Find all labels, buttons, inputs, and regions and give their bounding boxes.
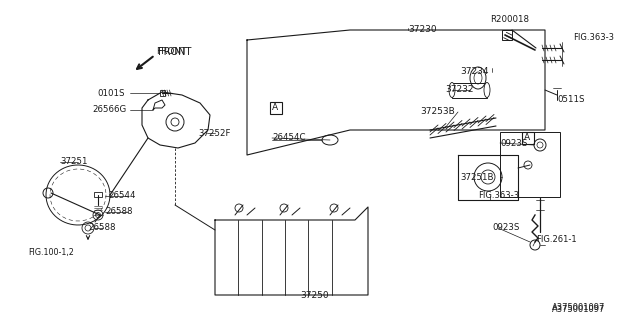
Text: 37251B: 37251B — [460, 172, 493, 181]
Text: 37252F: 37252F — [198, 129, 230, 138]
Text: FRONT: FRONT — [156, 47, 186, 57]
Bar — [522, 132, 534, 144]
Bar — [160, 90, 165, 96]
Text: 26454C: 26454C — [272, 133, 305, 142]
Bar — [94, 192, 102, 197]
Text: FRONT: FRONT — [158, 47, 191, 57]
Bar — [452, 83, 487, 98]
Bar — [502, 30, 512, 40]
Ellipse shape — [449, 83, 455, 98]
Text: 37250: 37250 — [300, 292, 328, 300]
Text: 0923S: 0923S — [500, 139, 527, 148]
Text: FIG.363-3: FIG.363-3 — [573, 33, 614, 42]
Text: FIG.261-1: FIG.261-1 — [536, 236, 577, 244]
Text: A: A — [272, 103, 278, 113]
Text: 37234: 37234 — [460, 68, 488, 76]
Bar — [270, 102, 282, 114]
Circle shape — [171, 118, 179, 126]
Text: 37251: 37251 — [60, 157, 88, 166]
Text: FIG.100-1,2: FIG.100-1,2 — [28, 247, 74, 257]
Text: A375001097: A375001097 — [552, 303, 605, 313]
Polygon shape — [153, 100, 165, 110]
Text: 37232: 37232 — [445, 85, 474, 94]
Text: 26588: 26588 — [105, 207, 132, 217]
Text: 26566G: 26566G — [92, 106, 126, 115]
Text: FIG.363-3: FIG.363-3 — [478, 191, 519, 201]
Bar — [500, 132, 560, 197]
Text: A: A — [524, 133, 530, 142]
Text: R200018: R200018 — [490, 15, 529, 25]
Text: 26588: 26588 — [88, 223, 115, 233]
Text: 0101S: 0101S — [97, 89, 125, 98]
Text: 26544: 26544 — [108, 191, 136, 201]
Text: 37253B: 37253B — [420, 108, 455, 116]
Text: 0923S: 0923S — [492, 223, 520, 233]
Text: 0511S: 0511S — [557, 95, 584, 105]
Ellipse shape — [484, 83, 490, 98]
Text: 37230: 37230 — [408, 26, 436, 35]
Text: A375001097: A375001097 — [552, 306, 605, 315]
